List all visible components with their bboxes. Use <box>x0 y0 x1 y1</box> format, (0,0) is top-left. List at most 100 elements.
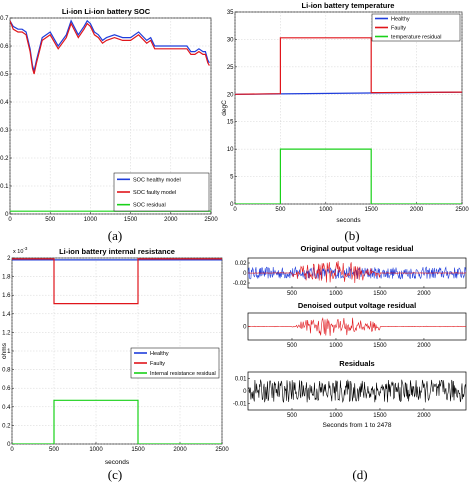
legend-label: Faulty <box>150 361 165 367</box>
chart-title: Li-ion battery internal resistance <box>59 247 175 256</box>
caption-a: (a) <box>108 228 122 243</box>
y-tick-label: 1.6 <box>2 293 11 299</box>
series-line-3 <box>12 399 222 444</box>
y-tick-label: 0.1 <box>0 184 9 190</box>
x-tick-label: 2500 <box>204 217 218 223</box>
y-tick-label: 0 <box>243 271 247 277</box>
x-tick-label: 2000 <box>173 447 187 453</box>
legend-label: temperature residual <box>391 35 441 41</box>
x-tick-label: 2000 <box>417 291 431 297</box>
chart-panel-1: 0 500 1000 1500 2000 2500 0 0.1 0.2 0.3 0.4 0.5 0.6 0… <box>0 7 218 223</box>
legend-label: Healthy <box>150 351 169 357</box>
y-tick-label: 0.3 <box>0 128 9 134</box>
x-tick-label: 1000 <box>329 343 343 349</box>
y-tick-label: 10 <box>227 147 234 153</box>
x-axis-label: seconds <box>336 217 361 224</box>
caption-c: (c) <box>108 467 122 482</box>
y-tick-label: 1 <box>7 349 11 355</box>
y-tick-label: 1.4 <box>2 312 11 318</box>
series-line-2 <box>248 260 466 284</box>
x-tick-label: 1000 <box>84 217 98 223</box>
x-tick-label: 500 <box>287 343 298 349</box>
x-tick-label: 1000 <box>329 291 343 297</box>
y-tick-label: 25 <box>227 65 234 71</box>
series-line-2 <box>235 37 462 95</box>
y-tick-label: 1.8 <box>2 275 11 281</box>
x-tick-label: 0 <box>233 207 237 213</box>
x-tick-label: 0 <box>10 447 14 453</box>
y-tick-label: 0 <box>230 202 234 208</box>
y-tick-label: 0.01 <box>235 376 247 382</box>
x-tick-label: 2500 <box>215 447 229 453</box>
y-tick-label: -0.01 <box>233 402 247 408</box>
y-tick-label: 0.6 <box>0 44 9 50</box>
x-tick-label: 2000 <box>417 413 431 419</box>
y-tick-label: 15 <box>227 120 234 126</box>
chart-title: Li-ion battery temperature <box>302 1 395 10</box>
chart-panel-4: 500 1000 1500 2000 -0.02 0 0.02 Original output… <box>233 244 467 297</box>
x-tick-label: 500 <box>45 217 56 223</box>
y-tick-label: 0.4 <box>0 100 9 106</box>
x-tick-label: 500 <box>49 447 60 453</box>
x-tick-label: 500 <box>275 207 286 213</box>
chart-title: Denoised output voltage residual <box>298 301 416 310</box>
legend-label: Internal resistance residual <box>150 371 216 377</box>
x-tick-label: 1000 <box>319 207 333 213</box>
y-axis-label: ohms <box>1 342 8 359</box>
x-tick-label: 0 <box>8 217 12 223</box>
chart-panel-6: 500 1000 1500 2000 -0.01 0 0.01 Residuals Second… <box>233 359 467 429</box>
legend-label: SOC residual <box>133 203 166 209</box>
x-tick-label: 1500 <box>373 343 387 349</box>
y-tick-label: 0 <box>5 212 9 218</box>
x-tick-label: 500 <box>287 291 298 297</box>
legend-label: SOC faulty model <box>133 190 176 196</box>
legend-label: Healthy <box>391 17 410 23</box>
y-tick-label: 0 <box>243 389 247 395</box>
y-tick-label: 1.2 <box>2 330 11 336</box>
x-tick-label: 500 <box>287 413 298 419</box>
y-tick-label: 0.6 <box>2 386 11 392</box>
series-line-2 <box>12 258 222 305</box>
legend-label: SOC healthy model <box>133 177 181 183</box>
x-tick-label: 2000 <box>417 343 431 349</box>
caption-d: (d) <box>352 467 367 482</box>
chart-title: Residuals <box>339 359 374 368</box>
x-tick-label: 2000 <box>164 217 178 223</box>
x-tick-label: 1500 <box>373 291 387 297</box>
y-tick-label: -0.02 <box>233 281 247 287</box>
x-tick-label: 1500 <box>373 413 387 419</box>
y-tick-label: 30 <box>227 37 234 43</box>
legend: Healthy Faulty Internal resistance residua… <box>130 347 220 379</box>
legend: Healthy Faulty temperature residual <box>371 13 461 42</box>
y-tick-label: 0.2 <box>0 156 9 162</box>
y-tick-label: 0 <box>243 325 247 331</box>
x-tick-label: 1000 <box>89 447 103 453</box>
series-line-1 <box>248 379 466 404</box>
chart-panel-3: 0 500 1000 1500 2000 2500 0 0.2 0.4 0.6 0.8 1 1.2 1.4… <box>1 246 229 466</box>
plot-area <box>234 11 463 205</box>
x-axis-label: seconds <box>105 459 130 466</box>
caption-b: (b) <box>344 228 359 243</box>
legend-label: Faulty <box>391 26 406 32</box>
x-tick-label: 1500 <box>131 447 145 453</box>
y-tick-label: 0.02 <box>235 261 247 267</box>
legend: SOC healthy model SOC faulty model SOC res… <box>113 172 210 212</box>
chart-title: Original output voltage residual <box>301 244 414 253</box>
y-axis-multiplier-exponent: -3 <box>23 246 27 251</box>
y-tick-label: 35 <box>227 10 234 16</box>
y-tick-label: 0 <box>7 442 11 448</box>
y-tick-label: 0.2 <box>2 423 11 429</box>
y-tick-label: 0.7 <box>0 16 9 22</box>
y-tick-label: 2 <box>7 256 11 262</box>
y-tick-label: 0.4 <box>2 405 11 411</box>
x-axis-label: Seconds from 1 to 2478 <box>322 422 391 429</box>
y-tick-label: 20 <box>227 92 234 98</box>
series-line-3 <box>235 148 462 204</box>
y-tick-label: 0.5 <box>0 72 9 78</box>
x-tick-label: 2500 <box>455 207 469 213</box>
x-tick-label: 1000 <box>329 413 343 419</box>
y-tick-label: 0.8 <box>2 368 11 374</box>
y-tick-label: 5 <box>230 175 234 181</box>
series-line-2 <box>10 20 210 75</box>
